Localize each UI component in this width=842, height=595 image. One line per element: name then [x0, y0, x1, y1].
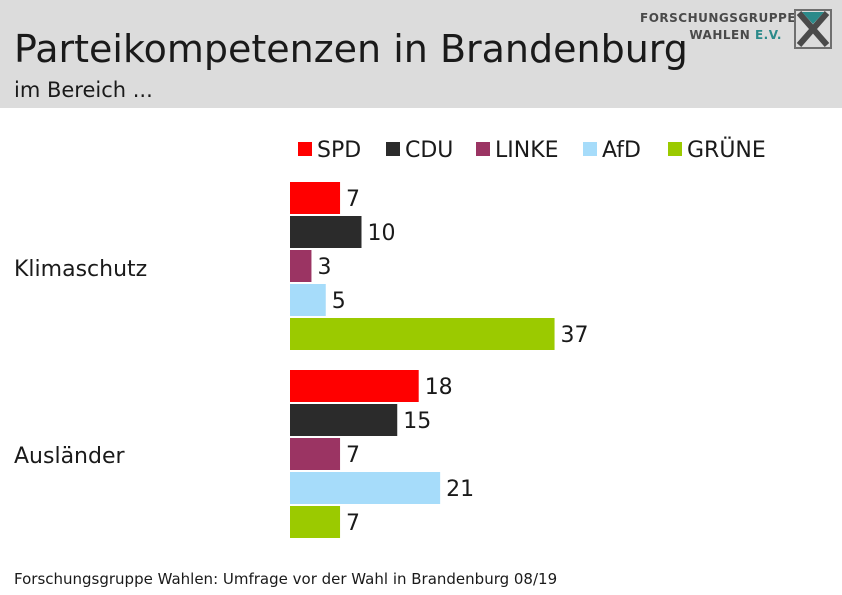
data-label-auslander-cdu: 15 — [403, 409, 431, 434]
category-label-klimaschutz: Klimaschutz — [14, 257, 147, 282]
data-label-auslander-afd: 21 — [446, 477, 474, 502]
legend-label-cdu: CDU — [405, 138, 453, 163]
legend-label-spd: SPD — [317, 138, 361, 163]
bar-klimaschutz-linke — [290, 250, 312, 282]
legend-label-grune: GRÜNE — [687, 137, 766, 163]
page-title: Parteikompetenzen in Brandenburg — [14, 27, 688, 71]
data-label-klimaschutz-spd: 7 — [346, 187, 360, 212]
bar-auslander-spd — [290, 370, 419, 402]
legend-swatch-linke — [476, 142, 490, 156]
logo-x-icon — [794, 9, 832, 49]
logo-line-2: WAHLEN E.V. — [640, 27, 782, 44]
data-label-auslander-spd: 18 — [425, 375, 453, 400]
bar-auslander-grune — [290, 506, 341, 538]
source-note: Forschungsgruppe Wahlen: Umfrage vor der… — [14, 570, 558, 588]
bar-auslander-linke — [290, 438, 341, 470]
bar-klimaschutz-cdu — [290, 216, 362, 248]
category-label-auslander: Ausländer — [14, 444, 125, 469]
legend-swatch-spd — [298, 142, 312, 156]
data-label-klimaschutz-grune: 37 — [561, 323, 589, 348]
legend-label-linke: LINKE — [495, 138, 559, 163]
bar-auslander-cdu — [290, 404, 398, 436]
header-band — [0, 0, 842, 108]
data-label-auslander-linke: 7 — [346, 443, 360, 468]
data-label-klimaschutz-linke: 3 — [317, 255, 331, 280]
data-label-klimaschutz-cdu: 10 — [368, 221, 396, 246]
bar-klimaschutz-grune — [290, 318, 555, 350]
bar-klimaschutz-spd — [290, 182, 341, 214]
logo-wordmark: FORSCHUNGSGRUPPE WAHLEN E.V. — [640, 10, 797, 44]
bar-auslander-afd — [290, 472, 441, 504]
bar-klimaschutz-afd — [290, 284, 326, 316]
logo-line-2-text: WAHLEN — [689, 28, 755, 42]
data-label-auslander-grune: 7 — [346, 511, 360, 536]
logo-line-1: FORSCHUNGSGRUPPE — [640, 11, 797, 25]
page-subtitle: im Bereich ... — [14, 78, 153, 102]
legend-swatch-cdu — [386, 142, 400, 156]
data-label-klimaschutz-afd: 5 — [332, 289, 346, 314]
legend-swatch-grune — [668, 142, 682, 156]
legend-label-afd: AfD — [602, 138, 641, 163]
legend-swatch-afd — [583, 142, 597, 156]
logo-line-2-ev: E.V. — [754, 28, 782, 42]
